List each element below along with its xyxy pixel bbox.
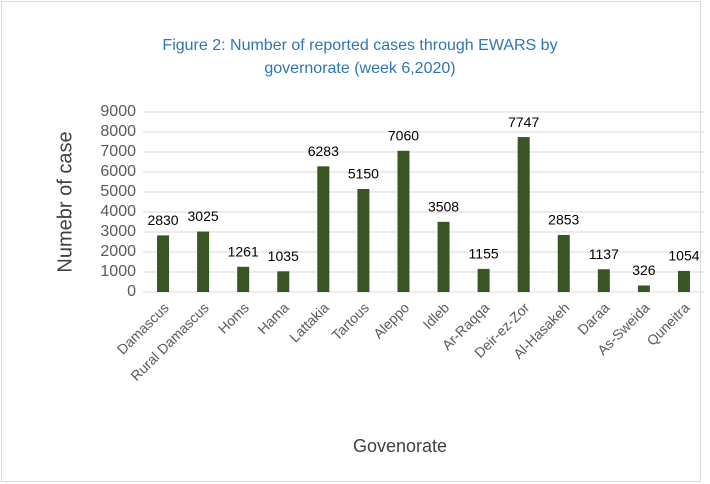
bar	[277, 271, 290, 292]
bar	[317, 166, 330, 292]
bar	[637, 285, 650, 292]
bar	[597, 269, 610, 292]
bar	[197, 231, 210, 292]
bar	[157, 235, 170, 292]
data-label: 1035	[268, 248, 299, 264]
bar	[437, 221, 450, 292]
data-label: 1137	[589, 246, 619, 262]
bar	[237, 266, 250, 292]
x-tick-label: Homs	[215, 299, 252, 336]
y-axis-label: Numebr of case	[54, 131, 76, 272]
data-label: 1261	[228, 243, 259, 259]
x-tick-label: Lattakia	[286, 299, 332, 345]
data-label: 7747	[508, 114, 539, 130]
bar	[557, 234, 570, 292]
data-label: 3508	[428, 199, 459, 215]
y-tick-label: 0	[127, 283, 136, 300]
y-tick-label: 9000	[100, 103, 136, 120]
y-tick-label: 2000	[100, 243, 136, 260]
y-tick-label: 1000	[100, 263, 136, 280]
data-label: 326	[632, 262, 656, 278]
y-tick-label: 5000	[100, 183, 136, 200]
bar	[397, 150, 410, 292]
x-tick-label: Quneitra	[643, 299, 692, 348]
y-tick-label: 3000	[100, 223, 136, 240]
x-tick-label: Idleb	[419, 299, 452, 332]
x-tick-label: Hama	[254, 299, 292, 337]
y-tick-label: 4000	[100, 203, 136, 220]
x-tick-label: Tartous	[328, 299, 372, 343]
y-tick-label: 8000	[100, 123, 136, 140]
bar	[477, 268, 490, 292]
bar	[517, 137, 530, 292]
data-label: 7060	[388, 128, 419, 144]
data-label: 2830	[147, 212, 178, 228]
data-label: 6283	[308, 143, 339, 159]
data-label: 5150	[348, 166, 379, 182]
data-label: 1054	[668, 248, 699, 264]
chart-title: Figure 2: Number of reported cases throu…	[162, 37, 558, 77]
data-label: 3025	[188, 208, 219, 224]
y-tick-label: 7000	[100, 143, 136, 160]
frame	[1, 1, 701, 482]
x-tick-label: Daraa	[574, 299, 612, 337]
x-axis-label: Govenorate	[353, 436, 447, 456]
data-label: 2853	[548, 212, 579, 228]
bar	[357, 189, 370, 292]
x-tick-label: Aleppo	[370, 299, 412, 341]
bar	[677, 270, 690, 292]
y-tick-label: 6000	[100, 163, 136, 180]
data-label: 1155	[469, 246, 499, 262]
